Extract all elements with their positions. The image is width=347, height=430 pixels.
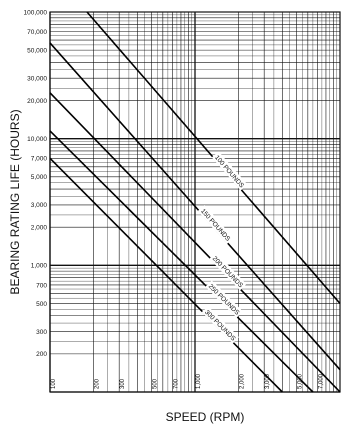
- series-line-5: [50, 158, 282, 392]
- x-tick-label: 300: [120, 378, 126, 389]
- x-tick-label: 2,000: [240, 373, 246, 389]
- y-axis-title: BEARING RATING LIFE (HOURS): [8, 109, 22, 294]
- series-label: 100 POUNDS: [213, 154, 245, 190]
- y-tick-label: 7,000: [31, 156, 48, 163]
- y-tick-label: 700: [36, 282, 47, 289]
- x-tick-label: 700: [174, 378, 180, 389]
- y-tick-label: 1,000: [31, 263, 48, 270]
- y-tick-label: 300: [36, 329, 47, 336]
- y-tick-label: 5,000: [31, 174, 48, 181]
- series-label-group: 150 POUNDS: [198, 205, 234, 244]
- y-tick-labels: 100,000 70,000 50,000 30,000 20,000 10,000 7,0…: [24, 9, 48, 358]
- y-tick-label: 50,000: [27, 47, 47, 54]
- y-tick-label: 2,000: [31, 225, 48, 232]
- x-tick-labels: 100 200 300 500 700 1,000 2,000 3,000 5,000 7,000: [51, 373, 325, 389]
- series-label: 150 POUNDS: [199, 208, 232, 243]
- x-tick-label: 7,000: [319, 373, 325, 389]
- y-tick-label: 100,000: [24, 9, 48, 16]
- x-tick-label: 500: [152, 378, 158, 389]
- series-label-group: 100 POUNDS: [212, 151, 248, 190]
- x-axis-title: SPEED (RPM): [166, 410, 245, 424]
- x-tick-label: 200: [95, 378, 101, 389]
- y-tick-label: 3,000: [31, 202, 48, 209]
- x-tick-label: 1,000: [196, 373, 202, 389]
- x-tick-label: 100: [51, 378, 57, 389]
- y-tick-label: 500: [36, 301, 47, 308]
- series-line-4: [50, 131, 313, 392]
- y-tick-label: 20,000: [27, 98, 47, 105]
- y-tick-label: 200: [36, 351, 47, 358]
- y-tick-label: 70,000: [27, 29, 47, 36]
- x-tick-label: 5,000: [297, 373, 303, 389]
- y-tick-label: 30,000: [27, 76, 47, 83]
- series-label: 300 POUNDS: [203, 309, 237, 343]
- y-tick-label: 10,000: [27, 136, 47, 143]
- x-tick-label: 3,000: [265, 373, 271, 389]
